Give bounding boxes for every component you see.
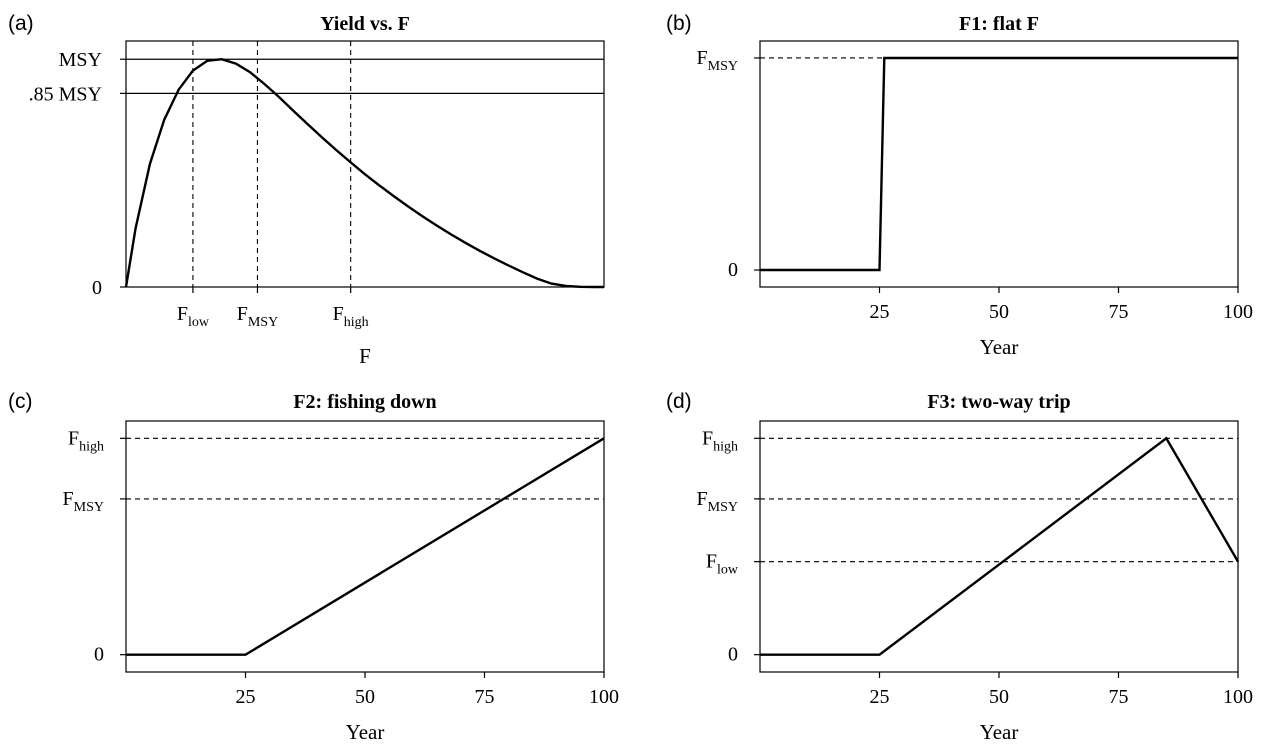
x-axis-label: Year <box>980 720 1019 744</box>
panel-letter: (a) <box>8 12 34 35</box>
panel-d: (d) F3: two-way trip Fhigh FMSY Flow 0 25 50 75 1… <box>666 390 1253 744</box>
plot-frame <box>125 420 605 673</box>
panel-b: (b) F1: flat F FMSY 0 25 50 75 100 Year <box>666 12 1253 359</box>
plot-frame <box>759 40 1239 288</box>
x-tick-label: 25 <box>870 301 890 323</box>
x-tick-label: FMSY <box>237 303 278 330</box>
f-trajectory-line <box>760 56 1238 272</box>
panel-letter: (b) <box>666 12 692 35</box>
x-tick-label: 75 <box>1109 301 1129 323</box>
x-axis-label: F <box>359 344 371 368</box>
x-tick-label: 75 <box>475 686 495 708</box>
y-tick-label: .85 MSY <box>29 83 102 105</box>
y-tick-label: FMSY <box>697 488 738 515</box>
x-axis-label: Year <box>980 335 1019 359</box>
x-tick-label: Fhigh <box>333 303 369 330</box>
x-tick-label: 50 <box>355 686 375 708</box>
y-tick-label: FMSY <box>697 47 738 74</box>
panel-title: F1: flat F <box>959 13 1039 35</box>
y-tick-label: MSY <box>59 49 102 71</box>
x-tick-label: 100 <box>1223 301 1253 323</box>
y-tick-label: 0 <box>92 277 102 299</box>
y-tick-label: 0 <box>728 259 738 281</box>
plot-frame <box>759 420 1239 673</box>
y-tick-label: Flow <box>706 551 739 578</box>
panel-title: F3: two-way trip <box>927 391 1070 413</box>
x-tick-label: Flow <box>177 303 210 330</box>
panel-title: F2: fishing down <box>293 391 436 413</box>
x-tick-label: 100 <box>589 686 619 708</box>
y-tick-label: Fhigh <box>68 427 104 454</box>
y-tick-label: Fhigh <box>702 427 738 454</box>
y-tick-label: FMSY <box>63 488 104 515</box>
panel-c: (c) F2: fishing down Fhigh FMSY 0 25 50 75 100 Ye… <box>8 390 619 744</box>
panel-letter: (c) <box>8 390 33 413</box>
plot-frame <box>125 40 605 288</box>
x-tick-label: 50 <box>989 686 1009 708</box>
f-trajectory-line <box>760 436 1240 656</box>
x-tick-label: 100 <box>1223 686 1253 708</box>
panel-a: (a) Yield vs. F MSY .85 MSY 0 Flow FMSY Fhigh F <box>8 12 605 368</box>
x-tick-label: 25 <box>870 686 890 708</box>
yield-curve <box>124 57 604 289</box>
y-tick-label: 0 <box>94 644 104 666</box>
panel-letter: (d) <box>666 390 692 413</box>
f-trajectory-line <box>126 437 605 656</box>
panel-title: Yield vs. F <box>320 13 410 35</box>
x-tick-label: 75 <box>1109 686 1129 708</box>
y-tick-label: 0 <box>728 644 738 666</box>
x-axis-label: Year <box>346 720 385 744</box>
x-tick-label: 50 <box>989 301 1009 323</box>
x-tick-label: 25 <box>236 686 256 708</box>
